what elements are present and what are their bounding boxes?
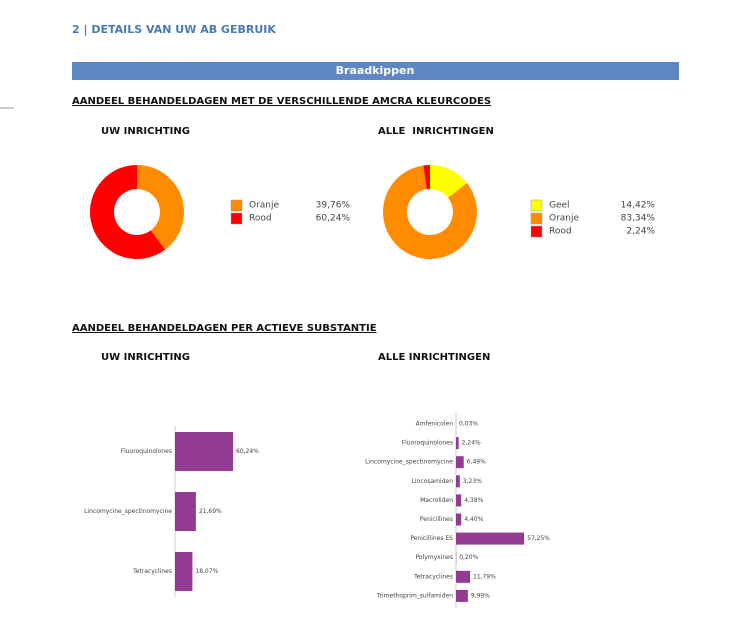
chart-title: ALLE INRICHTINGEN <box>378 126 494 137</box>
legend-value: 83,34% <box>621 214 656 224</box>
legend-swatch <box>530 199 543 212</box>
bar-value: 0,03% <box>459 421 478 428</box>
bar-value: 0,20% <box>459 554 478 561</box>
bar-value: 4,38% <box>464 497 483 504</box>
bar-value: 60,24% <box>236 448 259 455</box>
bar <box>456 513 462 526</box>
bar-category: Tetracyclines <box>413 573 453 580</box>
bar <box>456 475 460 488</box>
chart-title: UW INRICHTING <box>101 352 190 363</box>
legend-swatch <box>530 212 543 225</box>
bar <box>175 552 193 591</box>
bar <box>456 456 464 469</box>
legend-label: Rood <box>549 227 572 237</box>
bar <box>456 437 459 450</box>
legend-value: 14,42% <box>621 201 656 211</box>
legend-label: Oranje <box>249 201 280 211</box>
donut-slice <box>137 165 184 250</box>
donut-slice <box>430 165 467 198</box>
legend-swatch <box>230 199 243 212</box>
chart-title: ALLE INRICHTINGEN <box>378 352 490 363</box>
page-title: 2 | DETAILS VAN UW AB GEBRUIK <box>72 23 276 36</box>
bar-category: Fluoroquinolones <box>402 440 453 447</box>
donut-slice <box>382 165 477 259</box>
bar-category: Polymyxines <box>415 554 453 561</box>
bar-category: Fluoroquinolones <box>121 448 172 455</box>
bar-value: 9,99% <box>471 592 490 599</box>
bar-value: 18,07% <box>195 568 218 575</box>
bar-category: Lincomycine_spectinomycine <box>84 508 172 515</box>
bar-category: Penicillines ES <box>410 535 453 542</box>
legend-label: Oranje <box>549 214 580 224</box>
section-title: AANDEEL BEHANDELDAGEN PER ACTIEVE SUBSTA… <box>72 323 377 334</box>
bar-value: 57,25% <box>527 535 550 542</box>
donut-slice <box>423 165 430 190</box>
donut-slice <box>89 165 166 259</box>
bar <box>175 492 196 531</box>
bar <box>456 570 471 583</box>
banner-text: Braadkippen <box>336 64 415 77</box>
bar-category: Tetracyclines <box>132 568 172 575</box>
bar-value: 6,49% <box>467 459 486 466</box>
bar <box>456 532 525 545</box>
bar <box>456 494 462 507</box>
bar-value: 11,79% <box>473 573 496 580</box>
bar-category: Lincomycine_spectinomycine <box>365 459 453 466</box>
bar-category: Penicillines <box>420 516 453 523</box>
legend-label: Rood <box>249 214 272 224</box>
legend-label: Geel <box>549 201 570 211</box>
bar <box>456 589 468 602</box>
bar-value: 3,23% <box>463 478 482 485</box>
bar-category: Trimethoprim_sulfamiden <box>376 592 453 599</box>
legend-swatch <box>530 225 543 238</box>
bar-category: Lincosamiden <box>412 478 454 485</box>
bar-value: 21,69% <box>199 508 222 515</box>
section-title: AANDEEL BEHANDELDAGEN MET DE VERSCHILLEN… <box>72 96 491 107</box>
legend-value: 60,24% <box>316 214 351 224</box>
bar-value: 2,24% <box>462 440 481 447</box>
legend-swatch <box>230 212 243 225</box>
bar-category: Macroliden <box>420 497 453 504</box>
banner <box>72 62 679 80</box>
bar <box>175 432 234 471</box>
bar-value: 4,40% <box>464 516 483 523</box>
legend-value: 39,76% <box>316 201 351 211</box>
legend-value: 2,24% <box>626 227 655 237</box>
bar-category: Amfenicolen <box>416 421 454 428</box>
chart-title: UW INRICHTING <box>101 126 190 137</box>
